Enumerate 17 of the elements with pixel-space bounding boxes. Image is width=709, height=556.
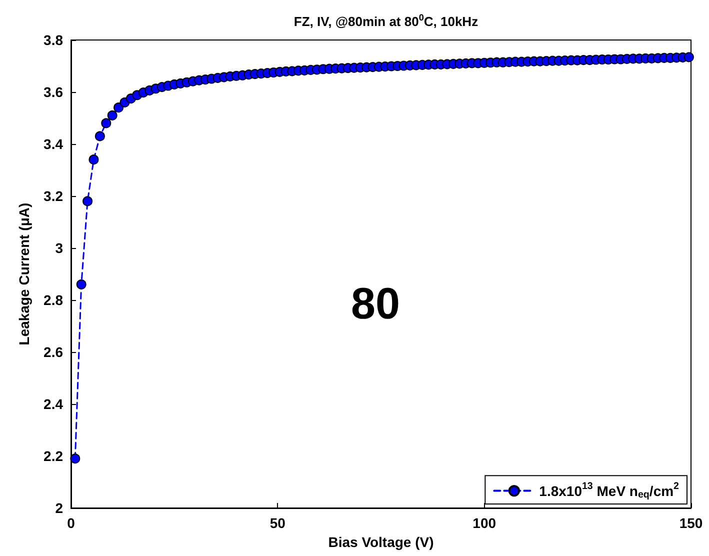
x-axis-title: Bias Voltage (V) xyxy=(328,534,434,550)
y-tick-label: 2.8 xyxy=(44,292,64,308)
y-tick-label: 2.2 xyxy=(44,448,64,464)
y-tick-label: 2.6 xyxy=(44,344,64,360)
y-tick-label: 3.8 xyxy=(44,32,64,48)
y-tick-label: 3.6 xyxy=(44,84,64,100)
y-tick-label: 2 xyxy=(55,500,64,516)
y-tick-label: 3.2 xyxy=(44,188,64,204)
y-tick-label: 3.4 xyxy=(44,136,64,152)
x-tick-label: 100 xyxy=(472,515,496,531)
x-tick-label: 50 xyxy=(270,515,286,531)
y-axis-title: Leakage Current (μA) xyxy=(16,202,32,346)
x-tick-label: 0 xyxy=(67,515,76,531)
annotation: 80 xyxy=(351,280,400,328)
x-tick-label: 150 xyxy=(679,515,703,531)
y-tick-label: 2.4 xyxy=(44,396,64,412)
y-tick-label: 3 xyxy=(55,240,64,256)
